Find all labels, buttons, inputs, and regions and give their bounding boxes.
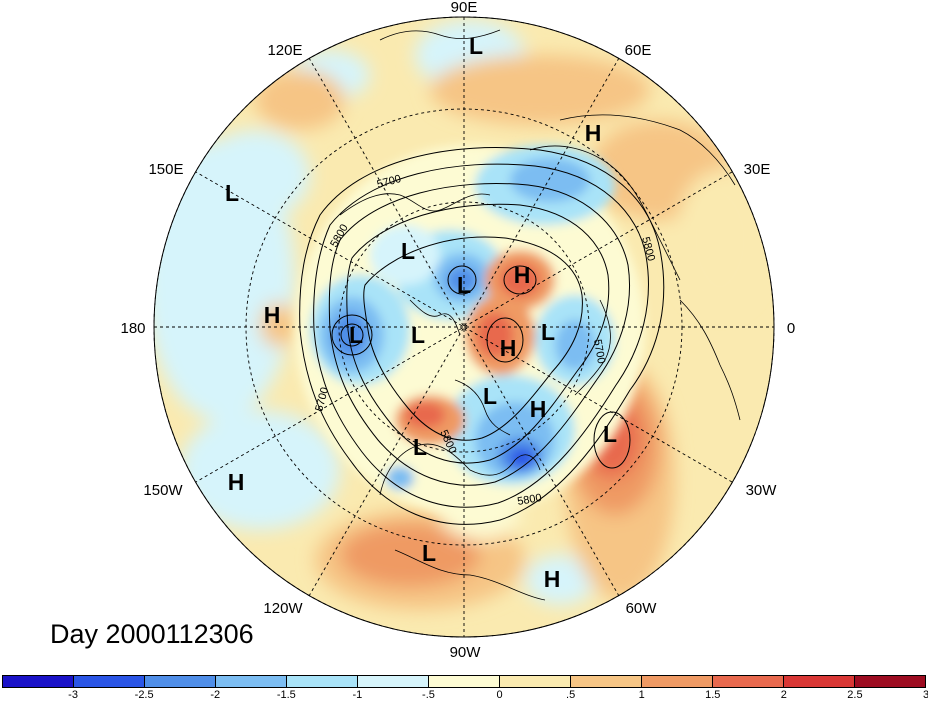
pressure-centers: L H L H L L H L L H L L H L H L H L bbox=[225, 33, 617, 592]
lon-label-0: 0 bbox=[787, 320, 795, 337]
colorbar-tick-label: 2 bbox=[780, 689, 787, 701]
colorbar-tick-label: 2.5 bbox=[847, 689, 863, 701]
colorbar-swatch bbox=[500, 676, 571, 687]
contour-label: 5700 bbox=[591, 338, 607, 364]
lon-label-150e: 150E bbox=[148, 161, 183, 178]
colorbar-swatch bbox=[571, 676, 642, 687]
colorbar-swatch bbox=[429, 676, 500, 687]
colorbar-tick-label: -1 bbox=[352, 689, 363, 701]
pressure-center-low: H bbox=[544, 566, 561, 592]
colorbar-tick-label: 1 bbox=[638, 689, 645, 701]
pressure-center-high: L bbox=[413, 434, 427, 460]
colorbar-tick-label: -.5 bbox=[422, 689, 435, 701]
pressure-center-low: L bbox=[349, 322, 363, 348]
colorbar-swatch bbox=[3, 676, 74, 687]
colorbar-tick-label: -2.5 bbox=[134, 689, 154, 701]
colorbar-tick-label: -3 bbox=[68, 689, 78, 701]
lon-label-120e: 120E bbox=[267, 42, 302, 59]
pressure-center-low: L bbox=[541, 319, 555, 345]
colorbar-tick-label: 0 bbox=[496, 689, 503, 701]
pressure-center-high: L bbox=[603, 421, 617, 447]
height-contours bbox=[299, 147, 665, 525]
pressure-center-low: H bbox=[228, 469, 245, 495]
map-boundary bbox=[153, 16, 775, 638]
pressure-center-low: L bbox=[457, 272, 471, 298]
colorbar-swatch bbox=[358, 676, 429, 687]
pressure-center-high: H bbox=[264, 302, 281, 328]
lon-label-180: 180 bbox=[120, 320, 145, 337]
longitude-labels: 90E 60E 30E 0 30W 60W 90W 120W 150W 180 … bbox=[120, 0, 795, 661]
colorbar-swatch bbox=[642, 676, 713, 687]
pressure-center-low: H bbox=[530, 396, 547, 422]
colorbar-tick-label: -1.5 bbox=[276, 689, 296, 701]
colorbar-swatch bbox=[784, 676, 855, 687]
colorbar-swatch bbox=[74, 676, 145, 687]
polar-stereographic-map: 90E 60E 30E 0 30W 60W 90W 120W 150W 180 … bbox=[120, 0, 795, 661]
colorbar bbox=[2, 675, 926, 688]
colorbar-swatch bbox=[855, 676, 925, 687]
lon-label-30w: 30W bbox=[746, 482, 778, 499]
colorbar-tick-label: .5 bbox=[566, 689, 576, 701]
colorbar-swatch bbox=[216, 676, 287, 687]
lon-label-90w: 90W bbox=[450, 644, 482, 661]
pressure-center-low: L bbox=[483, 383, 497, 409]
colorbar-swatch bbox=[287, 676, 358, 687]
pressure-center-high: H bbox=[514, 262, 531, 288]
colorbar-tick-label: 3 bbox=[922, 689, 928, 701]
colorbar-swatch bbox=[713, 676, 784, 687]
pressure-center-high: H bbox=[500, 335, 517, 361]
pressure-center-low: L bbox=[225, 180, 239, 206]
lon-label-90e: 90E bbox=[451, 0, 478, 16]
colorbar-swatch bbox=[145, 676, 216, 687]
contour-label: 5800 bbox=[516, 492, 542, 508]
coastlines bbox=[339, 29, 741, 601]
colorbar-tick-label: 1.5 bbox=[705, 689, 721, 701]
pressure-center-low: L bbox=[469, 33, 483, 59]
lon-label-30e: 30E bbox=[744, 161, 771, 178]
lon-label-60e: 60E bbox=[625, 42, 652, 59]
lon-label-150w: 150W bbox=[143, 482, 183, 499]
lon-label-60w: 60W bbox=[626, 600, 658, 617]
pressure-center-high: H bbox=[585, 120, 602, 146]
pressure-center-low: L bbox=[411, 322, 425, 348]
plot-title: Day 2000112306 bbox=[50, 619, 254, 649]
colorbar-tick-label: -2 bbox=[210, 689, 221, 701]
pressure-center-high: L bbox=[422, 540, 436, 566]
lon-label-120w: 120W bbox=[263, 600, 303, 617]
contour-labels: 5700 5800 5800 5700 5800 5800 5700 bbox=[313, 173, 657, 508]
pressure-center-low: L bbox=[401, 238, 415, 264]
